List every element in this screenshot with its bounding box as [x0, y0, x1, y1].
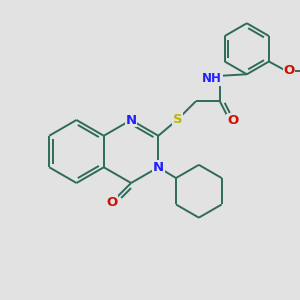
Text: O: O — [227, 114, 238, 127]
Text: N: N — [125, 113, 136, 127]
Text: NH: NH — [202, 72, 221, 85]
Text: O: O — [284, 64, 295, 77]
Text: N: N — [153, 161, 164, 174]
Text: O: O — [106, 196, 117, 209]
Text: S: S — [173, 113, 183, 126]
